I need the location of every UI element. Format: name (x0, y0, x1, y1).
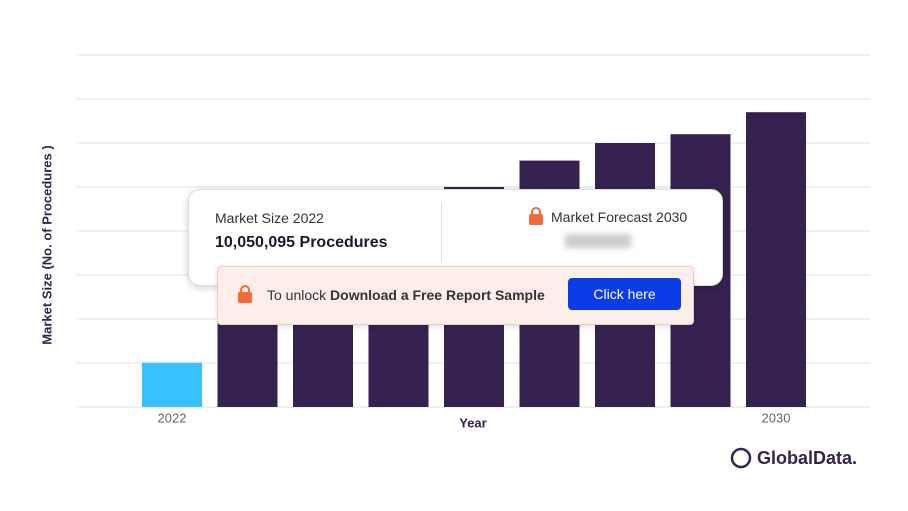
size-title: Market Size 2022 (215, 210, 324, 226)
bar (746, 112, 806, 407)
x-tick-label: 2022 (158, 410, 187, 425)
size-unit: Procedures (299, 234, 388, 251)
y-axis-label: Market Size (No. of Procedures ) (39, 145, 54, 344)
unlock-text: Download a Free Report Sample (330, 287, 545, 303)
size-line: 10,050,095 Procedures (215, 234, 388, 252)
bar (142, 362, 202, 407)
unlock-banner: To unlock Download a Free Report Sample … (217, 266, 694, 325)
unlock-line: To unlock Download a Free Report Sample (267, 287, 545, 303)
click-button[interactable]: Click here (568, 278, 681, 310)
divider (441, 204, 442, 262)
lock-icon (529, 207, 543, 225)
forecast-title: Market Forecast 2030 (551, 209, 688, 225)
x-tick-label: 2030 (762, 410, 791, 425)
lock-icon (238, 285, 252, 303)
logo-icon (730, 447, 752, 469)
size-value: 10,050,095 (215, 234, 296, 251)
x-axis-label: Year (459, 415, 486, 430)
blurred-value (565, 234, 631, 248)
logo-text: GlobalData. (757, 448, 857, 468)
logo: GlobalData. (730, 447, 857, 469)
unlock-prefix: To unlock (267, 287, 327, 303)
